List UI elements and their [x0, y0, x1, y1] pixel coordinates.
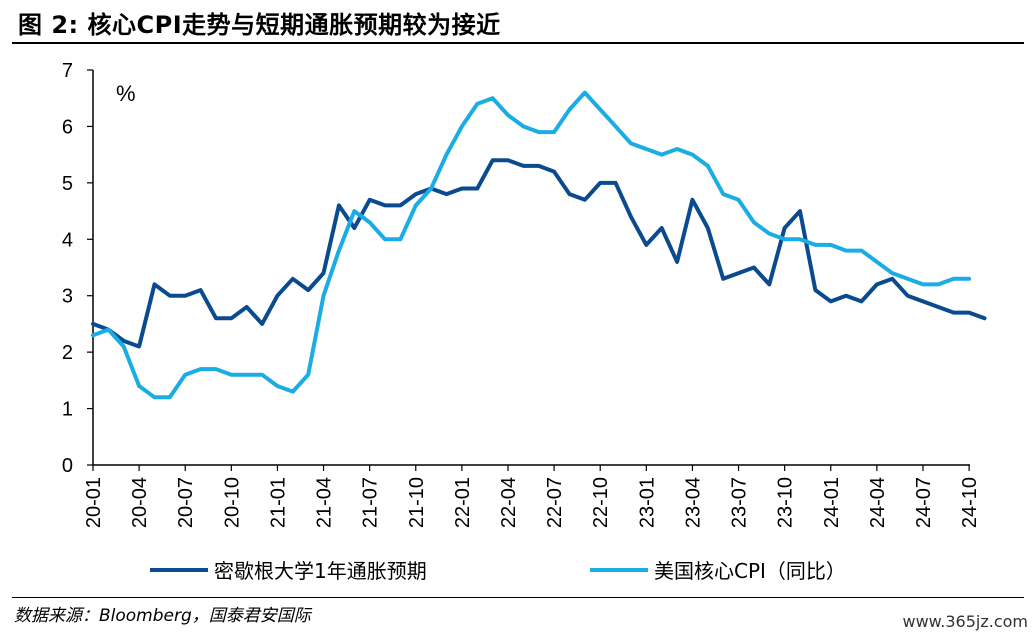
- y-tick-label: 7: [62, 60, 73, 82]
- chart-axes: [92, 70, 970, 466]
- y-tick-label: 2: [62, 342, 73, 364]
- y-tick-label: 6: [62, 116, 73, 138]
- y-tick-label: 4: [62, 229, 73, 251]
- x-tick-label: 22-04: [498, 477, 520, 528]
- title-rule: [12, 42, 1024, 44]
- chart-series: [91, 90, 987, 400]
- legend-item-michigan: 密歇根大学1年通胀预期: [150, 555, 427, 584]
- x-tick-label: 23-10: [775, 477, 797, 528]
- y-tick-label: 5: [62, 173, 73, 195]
- x-tick-label: 23-07: [729, 477, 751, 528]
- x-tick-label: 23-01: [636, 477, 658, 528]
- y-unit-label: %: [116, 81, 136, 106]
- y-tick-label: 3: [62, 286, 73, 308]
- x-tick-label: 21-01: [267, 477, 289, 528]
- series-line-core-cpi: [91, 90, 972, 400]
- x-tick-label: 22-10: [590, 477, 612, 528]
- legend-swatch-core-cpi: [590, 567, 648, 572]
- x-axis-ticks: 20-01 20-04 20-07 20-10 21-01 21-04 21-07 21-10…: [83, 465, 981, 528]
- x-tick-label: 24-04: [867, 477, 889, 528]
- y-tick-label: 0: [62, 455, 73, 477]
- x-tick-label: 21-10: [406, 477, 428, 528]
- legend-label-michigan: 密歇根大学1年通胀预期: [214, 559, 427, 583]
- footer-rule: [12, 597, 1024, 598]
- x-tick-label: 21-04: [314, 477, 336, 528]
- legend-label-core-cpi: 美国核心CPI（同比）: [654, 559, 846, 583]
- legend-swatch-michigan: [150, 567, 208, 572]
- x-tick-label: 20-04: [129, 477, 151, 528]
- y-axis-ticks: 0 1 2 3 4 5 6 7: [62, 60, 93, 477]
- x-tick-label: 24-07: [913, 477, 935, 528]
- x-tick-label: 24-01: [821, 477, 843, 528]
- y-tick-label: 1: [62, 399, 73, 421]
- x-tick-label: 20-01: [83, 477, 105, 528]
- x-tick-label: 22-01: [452, 477, 474, 528]
- x-tick-label: 20-10: [221, 477, 243, 528]
- source-note: 数据来源：Bloomberg，国泰君安国际: [14, 606, 311, 626]
- x-tick-label: 22-07: [544, 477, 566, 528]
- series-line-michigan: [91, 158, 987, 349]
- x-tick-label: 23-04: [682, 477, 704, 528]
- x-tick-label: 21-07: [360, 477, 382, 528]
- legend-item-core-cpi: 美国核心CPI（同比）: [590, 555, 846, 584]
- x-tick-label: 20-07: [175, 477, 197, 528]
- figure-title: 图 2: 核心CPI走势与短期通胀预期较为接近: [18, 11, 501, 39]
- x-tick-label: 24-10: [959, 477, 981, 528]
- watermark: www.365jz.com: [902, 612, 1028, 631]
